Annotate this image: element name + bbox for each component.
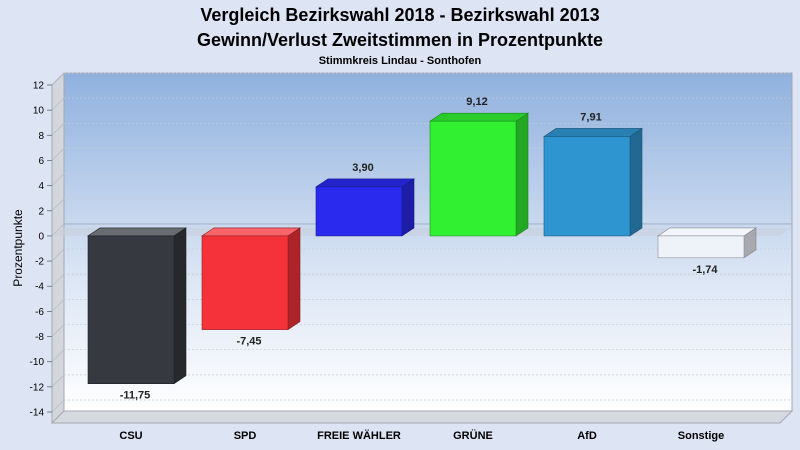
- y-axis-title: Prozentpunkte: [11, 209, 25, 287]
- gridline-diagonal: [51, 72, 65, 86]
- x-tick-label: FREIE WÄHLER: [317, 429, 401, 442]
- y-tick-label: 2: [38, 206, 44, 217]
- bar-top: [543, 128, 643, 137]
- bar-0: -11,75: [87, 227, 187, 402]
- gridline-diagonal: [51, 248, 65, 262]
- gridline-diagonal: [51, 273, 65, 287]
- gridline-diagonal: [51, 198, 65, 212]
- bar-top: [657, 227, 757, 237]
- data-label: 3,90: [352, 162, 373, 174]
- y-tick-label: 8: [38, 131, 44, 142]
- y-tick-label: 6: [38, 156, 44, 167]
- x-tick-label: AfD: [577, 430, 597, 442]
- gridline-diagonal: [51, 324, 65, 337]
- bar-top: [429, 112, 529, 122]
- bar-side: [287, 227, 301, 331]
- gridline-diagonal: [51, 349, 65, 362]
- y-tick-label: -8: [35, 332, 44, 343]
- gridline-diagonal: [51, 399, 65, 413]
- y-tick-label: -10: [30, 357, 45, 368]
- gridline-diagonal: [51, 299, 65, 312]
- data-label: 7,91: [580, 111, 601, 123]
- bar-front: [315, 186, 403, 237]
- bars: -11,75 -7,45 3,90 9,12 7,91 -1,74: [87, 96, 757, 402]
- bar-top: [315, 178, 415, 188]
- data-label: -1,74: [692, 264, 718, 276]
- bar-front: [543, 136, 631, 237]
- bar-top: [87, 227, 187, 237]
- gridline-diagonal: [51, 148, 65, 161]
- bar-front: [201, 235, 289, 330]
- x-tick-label: GRÜNE: [453, 429, 493, 442]
- y-tick-label: -2: [35, 257, 44, 268]
- y-tick-label: -12: [30, 382, 45, 393]
- data-label: -11,75: [120, 390, 151, 402]
- x-tick-label: SPD: [234, 430, 257, 442]
- bar-1: -7,45: [201, 227, 301, 348]
- y-axis-ticks: 12 10 8 6 4 2 0 -2 -4 -6 -8 -10 -12 -14: [30, 81, 52, 419]
- bar-5: -1,74: [657, 227, 757, 276]
- y-tick-label: -6: [35, 307, 44, 318]
- data-label: -7,45: [236, 336, 261, 348]
- gridline-diagonal: [51, 223, 65, 237]
- gridline-diagonal: [51, 97, 65, 111]
- bar-front: [429, 120, 517, 237]
- chart-title: Vergleich Bezirkswahl 2018 - Bezirkswahl…: [200, 5, 599, 25]
- data-label: 9,12: [466, 96, 487, 108]
- y-tick-label: 4: [38, 181, 44, 192]
- chart-subtitle: Gewinn/Verlust Zweitstimmen in Prozentpu…: [197, 30, 603, 50]
- y-tick-label: 12: [33, 81, 45, 92]
- x-tick-label: Sonstige: [678, 430, 724, 442]
- y-tick-label: 0: [38, 231, 44, 242]
- gridline-diagonal: [51, 374, 65, 388]
- bar-side: [629, 127, 643, 237]
- bar-2: 3,90: [315, 162, 415, 237]
- plot-floor: [50, 410, 794, 424]
- x-tick-label: CSU: [119, 430, 142, 442]
- bar-4: 7,91: [543, 111, 643, 237]
- bar-top: [201, 227, 301, 237]
- bar-front: [87, 235, 175, 385]
- y-tick-label: 10: [33, 106, 45, 117]
- y-tick-label: -4: [35, 282, 44, 293]
- bar-front: [657, 235, 745, 259]
- gridline-diagonal: [51, 173, 65, 186]
- bar-side: [173, 227, 187, 385]
- y-tick-label: -14: [30, 408, 45, 419]
- chart-caption: Stimmkreis Lindau - Sonthofen: [319, 55, 482, 67]
- x-axis-labels: CSU SPD FREIE WÄHLER GRÜNE AfD Sonstige: [119, 429, 724, 442]
- bar-side: [515, 112, 529, 237]
- bar-3: 9,12: [429, 96, 529, 237]
- gridline-diagonal: [51, 123, 65, 136]
- bar-side: [401, 178, 415, 237]
